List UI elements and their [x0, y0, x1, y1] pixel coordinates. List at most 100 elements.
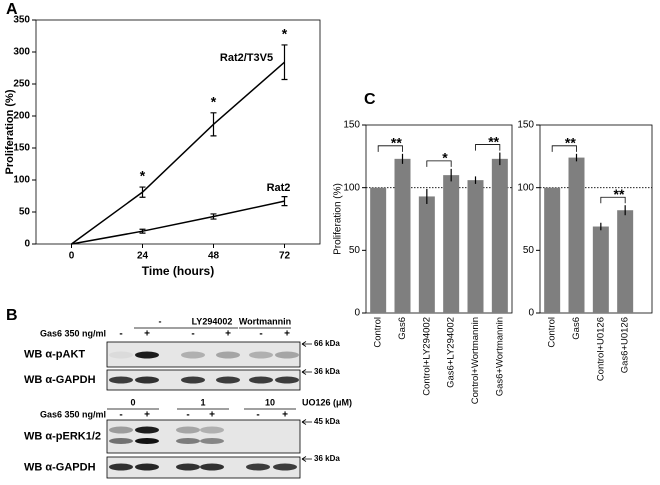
bar	[394, 158, 411, 313]
band	[176, 438, 200, 444]
band	[249, 376, 273, 384]
plot-frame	[35, 19, 321, 245]
marker-label: 36 kDa	[314, 454, 340, 463]
band	[109, 463, 133, 471]
significance-bracket	[551, 145, 577, 152]
marker-label: 45 kDa	[314, 417, 340, 426]
y-tick-label: 150	[517, 120, 534, 131]
y-axis-label: Proliferation (%)	[333, 183, 344, 255]
x-tick-label: Control	[373, 317, 384, 348]
bar	[491, 158, 508, 313]
x-tick-label: 72	[279, 251, 291, 262]
error-bar	[139, 228, 146, 234]
band	[135, 351, 159, 359]
x-tick-label: Gas6	[571, 317, 582, 340]
significance-bracket	[426, 160, 452, 167]
significance: *	[282, 26, 288, 42]
marker-label: 36 kDa	[314, 367, 340, 376]
group-label: 1	[200, 397, 205, 407]
marker-arrow	[301, 341, 312, 347]
y-axis-label: Proliferation (%)	[4, 89, 16, 174]
x-tick-label: 24	[137, 251, 149, 262]
band	[216, 376, 240, 384]
marker-arrow	[301, 419, 312, 425]
lane-label: +	[144, 329, 150, 340]
error-bar	[281, 196, 288, 207]
band	[249, 351, 273, 359]
y-tick-label: 250	[13, 79, 30, 90]
significance-bracket	[377, 145, 403, 152]
band	[135, 376, 159, 384]
bar	[592, 226, 609, 313]
bar	[467, 180, 484, 313]
marker-arrow	[301, 369, 312, 375]
x-tick-label: Control+LY294002	[421, 317, 432, 396]
band	[109, 376, 133, 384]
band	[246, 463, 270, 471]
y-tick-label: 300	[13, 47, 30, 58]
lane-label: +	[282, 410, 288, 421]
x-tick-label: Gas6+Wortmannin	[494, 317, 505, 396]
x-tick-label: Gas6	[397, 317, 408, 340]
y-tick-label: 200	[13, 111, 30, 122]
y-tick-label: 350	[13, 15, 30, 26]
series-label: Rat2	[267, 182, 291, 194]
y-tick-label: 100	[13, 175, 30, 186]
band	[135, 463, 159, 471]
group-label: 10	[265, 397, 275, 407]
band	[200, 463, 224, 471]
bar	[544, 187, 561, 313]
group-label: 0	[130, 397, 135, 407]
bar	[568, 157, 585, 313]
treatment-label: Gas6 350 ng/ml	[40, 328, 106, 338]
band	[275, 376, 299, 384]
treatment-label: Gas6 350 ng/ml	[40, 409, 106, 419]
band	[200, 438, 224, 444]
series-label: Rat2/T3V5	[220, 52, 273, 64]
error-bar	[281, 44, 288, 81]
band	[181, 351, 205, 359]
y-tick-label: 0	[354, 308, 360, 319]
significance: *	[442, 150, 448, 166]
significance: *	[211, 94, 217, 110]
bar	[370, 187, 387, 313]
x-tick-label: Gas6+U0126	[620, 317, 631, 373]
significance: **	[565, 135, 576, 151]
y-tick-label: 150	[343, 120, 360, 131]
row-label: WB α-GAPDH	[24, 374, 96, 386]
row-label: WB α-GAPDH	[24, 461, 96, 473]
y-tick-label: 50	[523, 245, 535, 256]
x-tick-label: Gas6+LY294002	[446, 317, 457, 388]
x-axis-label: Time (hours)	[142, 264, 214, 278]
line	[71, 200, 285, 245]
plot-frame	[365, 124, 513, 314]
y-tick-label: 100	[517, 182, 534, 193]
group-label: LY294002	[192, 316, 233, 326]
panel-label: A	[6, 1, 18, 18]
error-bar	[210, 213, 217, 220]
band	[135, 426, 159, 434]
bar	[418, 196, 435, 313]
error-bar	[210, 112, 217, 137]
x-tick-label: 48	[208, 251, 220, 262]
x-tick-label: Control	[547, 317, 558, 348]
band	[176, 463, 200, 471]
row-label: WB α-pAKT	[24, 348, 85, 360]
bar	[617, 210, 634, 313]
y-tick-label: 50	[349, 245, 361, 256]
lane-label: -	[186, 410, 189, 421]
band	[109, 426, 133, 434]
lane-label: +	[284, 329, 290, 340]
error-bar	[139, 186, 146, 198]
unit-label: UO126 (μM)	[302, 397, 352, 407]
band	[135, 438, 159, 444]
band	[181, 376, 205, 384]
significance: **	[391, 135, 402, 151]
line	[71, 61, 285, 245]
lane-label: -	[259, 329, 262, 340]
lane-label: -	[119, 329, 122, 340]
band	[273, 463, 297, 471]
band	[176, 426, 200, 434]
y-tick-label: 50	[19, 207, 31, 218]
